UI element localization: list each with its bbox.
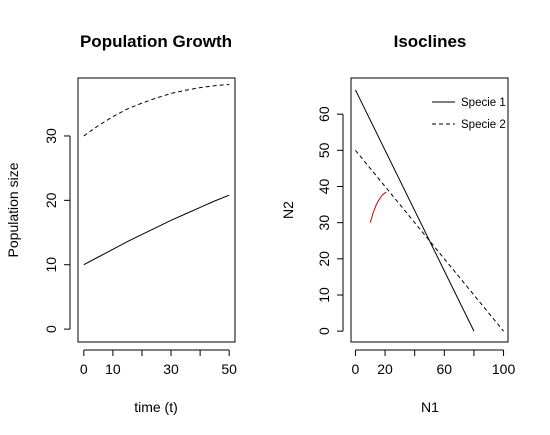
y-tick-label: 40 [316,178,332,194]
x-tick-label: 30 [163,361,179,377]
x-axis: 0 10 30 50 [80,349,237,377]
legend-label-specie-1: Specie 1 [461,97,506,109]
x-axis-label: time (t) [134,399,178,415]
series-line-1 [354,89,475,332]
y-tick-label: 30 [43,128,59,144]
x-axis-label: N1 [421,399,439,415]
panel-title: Population Growth [80,32,232,51]
population-growth-panel: Population Growth 0 10 30 50 0 10 20 30 time (… [5,32,237,415]
x-tick-label: 60 [437,361,453,377]
y-tick-label: 30 [316,215,332,231]
legend-label-specie-2: Specie 2 [461,119,506,131]
x-tick-label: 10 [105,361,121,377]
x-tick-label: 20 [377,361,393,377]
y-axis: 0 10 20 30 [43,128,71,333]
y-axis-label: Population size [5,162,21,257]
series-layer [354,89,504,332]
x-tick-label: 0 [80,361,88,377]
series-line-2 [355,150,504,332]
series-line-1 [83,194,230,266]
y-tick-label: 50 [316,142,332,158]
panel-title: Isoclines [394,32,467,51]
y-axis-label: N2 [280,201,296,219]
series-line-2 [83,83,230,137]
y-tick-label: 20 [43,192,59,208]
x-axis: 0 20 60 100 [352,349,516,377]
plot-frame [77,77,236,343]
x-tick-label: 100 [492,361,516,377]
y-tick-label: 10 [316,287,332,303]
legend: Specie 1 Specie 2 [432,97,506,131]
plot-frame [350,77,509,343]
y-tick-label: 0 [43,325,59,333]
isoclines-panel: Isoclines 0 20 60 100 0 10 20 30 40 50 60 Specie … [280,32,515,415]
series-line-3 [369,191,387,223]
x-tick-label: 50 [221,361,237,377]
series-layer [83,83,230,266]
y-tick-label: 60 [316,106,332,122]
y-tick-label: 20 [316,251,332,267]
y-tick-label: 10 [43,257,59,273]
y-axis: 0 10 20 30 40 50 60 [316,106,344,335]
y-tick-label: 0 [316,327,332,335]
x-tick-label: 0 [352,361,360,377]
